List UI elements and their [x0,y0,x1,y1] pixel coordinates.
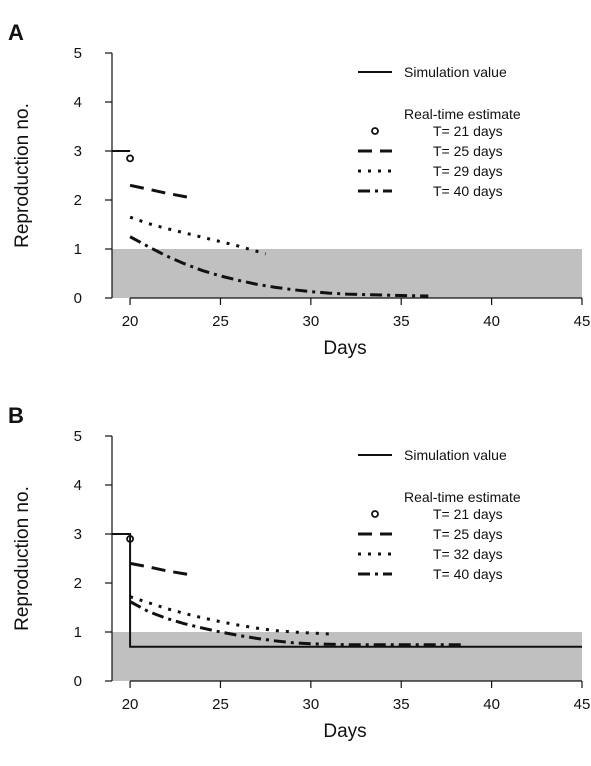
legend-entry-label: T= 40 days [433,566,503,582]
x-axis-title: Days [323,721,366,742]
x-tick-label: 20 [122,696,139,713]
series-t-21-days-point [126,154,134,163]
legend-entry-label: T= 21 days [433,506,503,522]
panel-label: A [8,20,24,45]
x-tick-label: 30 [303,313,320,330]
series-t-40-days-line [129,600,465,647]
x-tick-label: 45 [574,696,591,713]
y-tick-label: 0 [74,673,82,690]
legend-point-symbol [371,127,379,135]
y-tick-label: 5 [74,428,82,445]
legend-entry-label: T= 29 days [433,163,503,179]
x-tick-label: 30 [303,696,320,713]
legend-point-symbol [371,510,379,518]
shaded-band [112,632,582,681]
x-tick-label: 35 [393,696,410,713]
y-tick-label: 3 [74,526,82,543]
y-tick-label: 1 [74,624,82,641]
x-axis-title: Days [323,338,366,359]
legend-entry-label: T= 40 days [433,183,503,199]
x-tick-label: 40 [483,313,500,330]
y-tick-label: 2 [74,192,82,209]
y-tick-label: 5 [74,45,82,62]
x-tick-label: 45 [574,313,591,330]
series-t-21-days-point [126,534,134,543]
y-tick-label: 3 [74,143,82,160]
legend-entry-label: T= 32 days [433,546,503,562]
legend-simulation-label: Simulation value [404,447,507,463]
y-tick-label: 4 [74,477,82,494]
legend-estimate-header: Real-time estimate [404,489,521,505]
x-tick-label: 40 [483,696,500,713]
x-tick-label: 25 [212,696,229,713]
panel-label: B [8,403,24,428]
y-axis-title: Reproduction no. [12,103,33,248]
legend-entry-label: T= 21 days [433,123,503,139]
y-tick-label: 2 [74,575,82,592]
shaded-band [112,249,582,298]
y-axis-title: Reproduction no. [12,486,33,631]
series-t-25-days-line [129,183,191,200]
legend-entry-label: T= 25 days [433,526,503,542]
series-t-40-days-line [129,235,429,298]
series-t-25-days-line [129,561,190,577]
x-tick-label: 25 [212,313,229,330]
legend-simulation-label: Simulation value [404,64,507,80]
legend-estimate-header: Real-time estimate [404,106,521,122]
x-tick-label: 35 [393,313,410,330]
x-tick-label: 20 [122,313,139,330]
series-t-29-days-line [129,215,267,256]
y-tick-label: 4 [74,94,82,111]
simulation-line [112,533,582,648]
y-tick-label: 0 [74,290,82,307]
y-tick-label: 1 [74,241,82,258]
legend-entry-label: T= 25 days [433,143,503,159]
